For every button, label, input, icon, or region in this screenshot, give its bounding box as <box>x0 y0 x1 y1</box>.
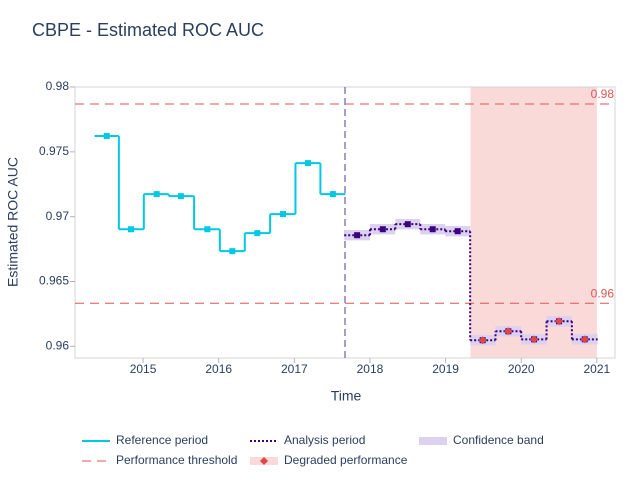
legend-label: Reference period <box>116 433 208 447</box>
x-tick-label: 2018 <box>357 362 384 376</box>
x-axis-label: Time <box>331 388 362 404</box>
y-tick-label: 0.975 <box>39 144 69 158</box>
degraded-marker <box>504 327 513 336</box>
degraded-region <box>470 87 597 358</box>
y-tick-label: 0.96 <box>46 339 70 353</box>
y-tick-label: 0.97 <box>46 209 70 223</box>
legend: Reference period Analysis period Confidenc… <box>82 433 544 467</box>
x-tick-label: 2021 <box>583 362 610 376</box>
chart-title: CBPE - Estimated ROC AUC <box>32 20 264 40</box>
degraded-marker <box>580 335 589 344</box>
data-marker <box>204 226 211 233</box>
data-marker <box>254 230 261 237</box>
legend-label: Confidence band <box>453 433 544 447</box>
plot-area: 2015 2016 2017 2018 2019 2020 2021 0.96 0.965 0.9… <box>39 79 616 376</box>
x-tick-label: 2016 <box>205 362 232 376</box>
data-marker <box>279 211 286 218</box>
degraded-marker <box>478 336 487 345</box>
legend-label: Analysis period <box>284 433 365 447</box>
x-tick-label: 2019 <box>432 362 459 376</box>
degraded-marker <box>555 317 564 326</box>
data-marker <box>229 248 236 255</box>
data-marker <box>454 228 461 235</box>
x-tick-label: 2015 <box>130 362 157 376</box>
data-marker <box>329 191 336 198</box>
data-marker <box>127 226 134 233</box>
legend-symbol <box>419 437 447 445</box>
x-tick-label: 2017 <box>281 362 308 376</box>
data-marker <box>304 160 311 167</box>
data-marker <box>177 193 184 200</box>
data-marker <box>103 133 110 140</box>
y-tick-label: 0.965 <box>39 274 69 288</box>
data-marker <box>153 191 160 198</box>
data-marker <box>354 232 361 239</box>
y-tick-label: 0.98 <box>46 79 70 93</box>
x-tick-label: 2020 <box>508 362 535 376</box>
threshold-label: 0.96 <box>591 286 615 300</box>
legend-label: Degraded performance <box>284 453 408 467</box>
legend-symbol <box>260 457 268 465</box>
data-marker <box>404 221 411 228</box>
y-axis-label: Estimated ROC AUC <box>5 157 21 287</box>
data-marker <box>429 226 436 233</box>
data-marker <box>379 226 386 233</box>
legend-label: Performance threshold <box>116 453 237 467</box>
degraded-marker <box>530 335 539 344</box>
threshold-label: 0.98 <box>591 87 615 101</box>
